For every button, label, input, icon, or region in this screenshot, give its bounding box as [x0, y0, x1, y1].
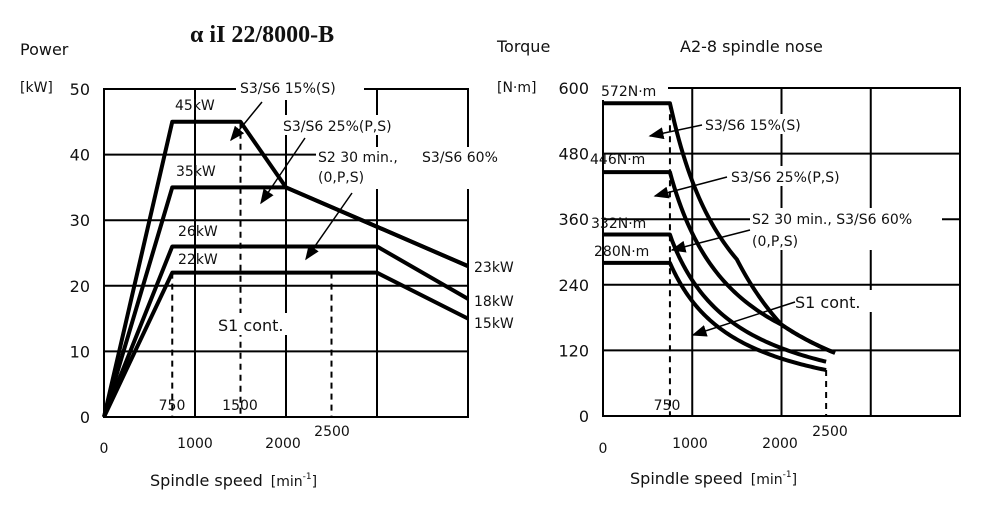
label-35kw: 35kW [176, 164, 216, 180]
y-tick-label: 480 [558, 145, 589, 164]
power-axis-label: Power [20, 40, 69, 59]
power-dashed-markers [171, 121, 333, 417]
x-axis-label: Spindle speed [min-1] [630, 469, 797, 488]
y-tick-label: 0 [80, 408, 90, 427]
y-tick-label: 10 [70, 342, 90, 361]
label-446nm: 446N·m [590, 152, 645, 168]
power-chart-title: α iI 22/8000-B [190, 22, 334, 48]
x-tick-2000: 2000 [762, 436, 798, 452]
series-line [102, 270, 469, 418]
y-tick-label: 0 [579, 407, 589, 426]
annotation-s3-25: S3/S6 25%(P,S) [731, 170, 840, 186]
annotation-s2-line2: (0,P,S) [752, 234, 798, 250]
series-line [603, 170, 836, 355]
power-curves [102, 119, 469, 418]
annotation-s3-15: S3/S6 15%(S) [705, 118, 801, 134]
x-tick-1000: 1000 [177, 436, 213, 452]
torque-axis-unit: [N·m] [497, 80, 536, 96]
power-chart: α iI 22/8000-B Power [kW] 0 10 20 30 40 50 0 … [20, 22, 514, 490]
torque-axis-label: Torque [496, 37, 550, 56]
series-line [603, 260, 827, 373]
x-tick-0: 0 [100, 441, 109, 457]
torque-chart: A2-8 spindle nose Torque [N·m] 0 120 240 36… [496, 37, 961, 488]
y-tick-label: 20 [70, 277, 90, 296]
y-tick-label: 120 [558, 341, 589, 360]
label-18kw: 18kW [474, 294, 514, 310]
annotation-s1: S1 cont. [218, 316, 284, 335]
power-grid [103, 88, 469, 418]
annotation-s1: S1 cont. [795, 293, 861, 312]
annotation-s2-line1: S2 30 min., S3/S6 60% [752, 212, 912, 228]
label-332nm: 332N·m [591, 216, 646, 232]
label-15kw: 15kW [474, 316, 514, 332]
annotation-s2-line2: (0,P,S) [318, 170, 364, 186]
x-axis-label: Spindle speed [min-1] [150, 471, 317, 490]
x-tick-750: 750 [654, 398, 681, 414]
x-tick-1000: 1000 [672, 436, 708, 452]
x-tick-2500: 2500 [812, 424, 848, 440]
x-tick-1500: 1500 [222, 398, 258, 414]
annotation-s3-60: S3/S6 60% [422, 150, 498, 166]
y-tick-label: 40 [70, 146, 90, 165]
label-22kw: 22kW [178, 252, 218, 268]
torque-dashed-markers [668, 103, 828, 416]
label-280nm: 280N·m [594, 244, 649, 260]
power-axis-unit: [kW] [20, 80, 53, 96]
series-line [102, 244, 469, 418]
x-tick-750: 750 [159, 398, 186, 414]
power-y-ticks: 0 10 20 30 40 50 [70, 80, 90, 427]
annotation-s3-15: S3/S6 15%(S) [240, 81, 336, 97]
annotation-s3-25: S3/S6 25%(P,S) [283, 119, 392, 135]
y-tick-label: 30 [70, 211, 90, 230]
series-line [102, 185, 469, 418]
x-tick-2500: 2500 [314, 424, 350, 440]
annotation-s2-line1: S2 30 min., [318, 150, 398, 166]
label-23kw: 23kW [474, 260, 514, 276]
y-tick-label: 600 [558, 79, 589, 98]
label-26kw: 26kW [178, 224, 218, 240]
torque-curves [603, 101, 836, 373]
series-line [603, 232, 827, 364]
torque-grid [602, 87, 961, 417]
x-tick-2000: 2000 [265, 436, 301, 452]
y-tick-label: 240 [558, 276, 589, 295]
y-tick-label: 360 [558, 210, 589, 229]
torque-y-ticks: 0 120 240 360 480 600 [558, 79, 589, 426]
label-45kw: 45kW [175, 98, 215, 114]
label-572nm: 572N·m [601, 84, 656, 100]
x-tick-0: 0 [599, 441, 608, 457]
torque-chart-title: A2-8 spindle nose [680, 37, 823, 56]
y-tick-label: 50 [70, 80, 90, 99]
